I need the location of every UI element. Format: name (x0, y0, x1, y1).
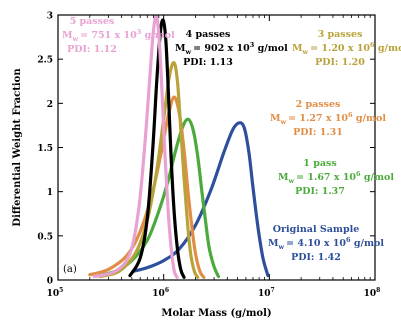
annotation-pdi: PDI: 1.31 (293, 127, 343, 138)
annotation-title: 1 pass (303, 158, 336, 169)
annotation-mw: Mw = 751 x 103 g/mol (62, 28, 175, 43)
y-tick-label: 1 (47, 188, 53, 198)
annotation-mw: Mw= 1.20 x 106 g/mol (292, 41, 401, 56)
x-tick-label: 106 (152, 287, 169, 299)
series-line-p1 (96, 117, 221, 279)
annotation-pdi: PDI: 1.37 (295, 186, 345, 197)
annotation-pdi: PDI: 1.42 (291, 252, 341, 263)
y-tick-label: 2 (47, 100, 53, 110)
annotation-title: 3 passes (318, 29, 363, 40)
y-axis-title: Differential Weight Fraction (12, 68, 23, 227)
curves-layer (88, 14, 270, 279)
annotation-mw: Mw = 1.27 x 106 g/mol (270, 111, 386, 126)
x-tick-label: 105 (47, 287, 64, 299)
annotation-pdi: PDI: 1.13 (183, 57, 233, 68)
y-tick-label: 0 (47, 277, 53, 287)
series-line-p3 (98, 61, 200, 279)
x-tick-label: 108 (364, 287, 381, 299)
y-tick-label: 0.5 (37, 232, 53, 242)
annotation-title: 2 passes (296, 99, 341, 110)
y-tick-label: 1.5 (37, 144, 53, 154)
x-tick-label: 107 (258, 287, 275, 299)
y-tick-label: 3 (47, 12, 53, 22)
x-axis-title: Molar Mass (g/mol) (161, 308, 271, 319)
series-line-p5 (92, 14, 179, 279)
series-line-orig (132, 121, 270, 278)
annotation-pdi: PDI: 1.20 (315, 57, 365, 68)
annotation-pdi: PDI: 1.12 (67, 44, 117, 55)
annotation-mw: Mw = 902 x 103 g/mol (175, 41, 288, 56)
y-tick-label: 2.5 (37, 56, 53, 66)
annotation-mw: Mw = 1.67 x 106 g/mol (278, 170, 394, 185)
annotation-mw: Mw = 4.10 x 106 g/mol (268, 236, 384, 251)
series-line-p4 (128, 18, 186, 279)
annotation-title: Original Sample (273, 224, 359, 235)
annotation-title: 5 passes (70, 16, 115, 27)
annotation-title: 4 passes (186, 29, 231, 40)
panel-label: (a) (63, 264, 77, 275)
